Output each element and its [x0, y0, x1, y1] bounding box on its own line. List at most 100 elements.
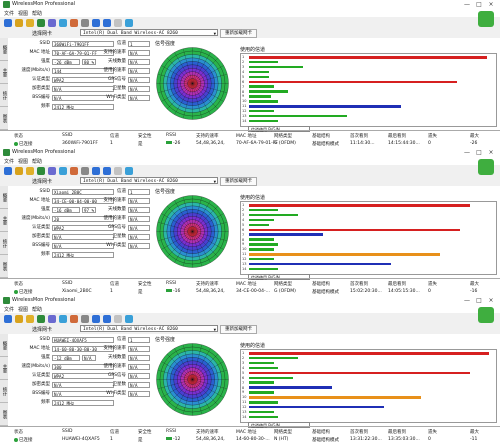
table-header-7[interactable]: 网络类型 [274, 430, 292, 435]
side-tab-2[interactable]: 统计 [0, 232, 8, 255]
minimize-button[interactable]: — [464, 149, 470, 156]
open-icon[interactable] [15, 19, 23, 27]
gps-icon[interactable] [103, 315, 111, 323]
close-button[interactable]: × [488, 1, 494, 8]
side-tab-0[interactable]: 概要 [0, 334, 8, 357]
side-tab-1[interactable]: 主要 [0, 357, 8, 380]
side-tab-3[interactable]: 图表 [0, 107, 8, 130]
log-icon[interactable] [48, 315, 56, 323]
table-header-5[interactable]: 支持的速率 [196, 430, 219, 435]
table-header-3[interactable]: 安全性 [138, 134, 152, 139]
chart-icon[interactable] [59, 315, 67, 323]
refresh-button[interactable]: 重新加载网卡 [220, 325, 257, 334]
map-icon[interactable] [92, 315, 100, 323]
menu-item-1[interactable]: 视图 [18, 11, 29, 17]
menu-item-0[interactable]: 文件 [4, 11, 15, 17]
chart-icon[interactable] [59, 167, 67, 175]
table-header-7[interactable]: 网络类型 [274, 134, 292, 139]
table-header-4[interactable]: RSSI [166, 281, 177, 286]
table-header-6[interactable]: MAC 地址 [236, 134, 257, 139]
minimize-button[interactable]: — [464, 1, 470, 8]
options-icon[interactable] [114, 315, 122, 323]
record-icon[interactable] [37, 315, 45, 323]
folder-icon[interactable] [26, 315, 34, 323]
maximize-button[interactable]: □ [476, 297, 482, 304]
separator-icon[interactable] [81, 19, 89, 27]
table-header-12[interactable]: 最大 [470, 282, 479, 287]
export-icon[interactable] [70, 315, 78, 323]
options-icon[interactable] [114, 19, 122, 27]
help-icon[interactable] [125, 315, 133, 323]
export-icon[interactable] [70, 19, 78, 27]
save-icon[interactable] [4, 315, 12, 323]
refresh-button[interactable]: 重新加载网卡 [220, 177, 257, 186]
save-icon[interactable] [4, 167, 12, 175]
menu-item-0[interactable]: 文件 [4, 307, 15, 313]
adapter-select[interactable]: Intel(R) Dual Band Wireless-AC 8260 ▼ [80, 29, 218, 36]
menu-item-1[interactable]: 视图 [18, 159, 29, 165]
adapter-select[interactable]: Intel(R) Dual Band Wireless-AC 8260 ▼ [80, 177, 218, 184]
table-header-4[interactable]: RSSI [166, 133, 177, 138]
table-header-9[interactable]: 首次看到 [350, 134, 368, 139]
map-icon[interactable] [92, 19, 100, 27]
maximize-button[interactable]: □ [476, 149, 482, 156]
table-header-3[interactable]: 安全性 [138, 282, 152, 287]
table-header-11[interactable]: 遗失 [428, 282, 437, 287]
refresh-button[interactable]: 重新加载网卡 [220, 29, 257, 38]
help-icon[interactable] [125, 19, 133, 27]
side-tab-3[interactable]: 图表 [0, 403, 8, 426]
table-header-3[interactable]: 安全性 [138, 430, 152, 435]
map-icon[interactable] [92, 167, 100, 175]
record-icon[interactable] [37, 167, 45, 175]
export-icon[interactable] [70, 167, 78, 175]
table-header-0[interactable]: 状态 [14, 134, 23, 139]
table-header-0[interactable]: 状态 [14, 282, 23, 287]
side-tab-3[interactable]: 图表 [0, 255, 8, 278]
table-header-1[interactable]: SSID [62, 429, 73, 434]
table-header-2[interactable]: 信道 [110, 134, 119, 139]
menu-item-2[interactable]: 帮助 [32, 307, 43, 313]
table-header-8[interactable]: 基础结构 [312, 282, 330, 287]
menu-item-0[interactable]: 文件 [4, 159, 15, 165]
open-icon[interactable] [15, 315, 23, 323]
table-header-9[interactable]: 首次看到 [350, 282, 368, 287]
log-icon[interactable] [48, 19, 56, 27]
side-tab-2[interactable]: 统计 [0, 380, 8, 403]
side-tab-2[interactable]: 统计 [0, 84, 8, 107]
side-tab-0[interactable]: 概要 [0, 38, 8, 61]
table-header-10[interactable]: 最后看到 [388, 430, 406, 435]
channel-usage-select[interactable]: 信道使用 B/G/N [248, 274, 310, 280]
table-header-5[interactable]: 支持的速率 [196, 282, 219, 287]
table-header-11[interactable]: 遗失 [428, 430, 437, 435]
save-icon[interactable] [4, 19, 12, 27]
table-header-10[interactable]: 最后看到 [388, 282, 406, 287]
table-header-1[interactable]: SSID [62, 281, 73, 286]
adapter-select[interactable]: Intel(R) Dual Band Wireless-AC 8260 ▼ [80, 325, 218, 332]
table-header-10[interactable]: 最后看到 [388, 134, 406, 139]
channel-usage-select[interactable]: 信道使用 B/G/N [248, 422, 310, 428]
table-header-6[interactable]: MAC 地址 [236, 430, 257, 435]
chart-icon[interactable] [59, 19, 67, 27]
table-header-9[interactable]: 首次看到 [350, 430, 368, 435]
table-header-8[interactable]: 基础结构 [312, 134, 330, 139]
separator-icon[interactable] [81, 315, 89, 323]
table-header-0[interactable]: 状态 [14, 430, 23, 435]
side-tab-1[interactable]: 主要 [0, 61, 8, 84]
table-header-6[interactable]: MAC 地址 [236, 282, 257, 287]
table-header-8[interactable]: 基础结构 [312, 430, 330, 435]
close-button[interactable]: × [488, 149, 494, 156]
minimize-button[interactable]: — [464, 297, 470, 304]
maximize-button[interactable]: □ [476, 1, 482, 8]
table-header-12[interactable]: 最大 [470, 430, 479, 435]
open-icon[interactable] [15, 167, 23, 175]
table-header-4[interactable]: RSSI [166, 429, 177, 434]
table-header-2[interactable]: 信道 [110, 282, 119, 287]
side-tab-0[interactable]: 概要 [0, 186, 8, 209]
folder-icon[interactable] [26, 19, 34, 27]
log-icon[interactable] [48, 167, 56, 175]
help-icon[interactable] [125, 167, 133, 175]
table-header-5[interactable]: 支持的速率 [196, 134, 219, 139]
gps-icon[interactable] [103, 167, 111, 175]
side-tab-1[interactable]: 主要 [0, 209, 8, 232]
table-header-2[interactable]: 信道 [110, 430, 119, 435]
